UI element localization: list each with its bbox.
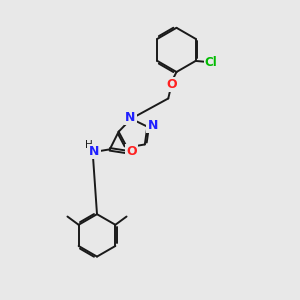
Text: N: N [147, 118, 158, 132]
Text: Cl: Cl [205, 56, 217, 69]
Text: O: O [166, 78, 176, 91]
Text: N: N [125, 111, 136, 124]
Text: H: H [85, 140, 93, 150]
Text: N: N [89, 145, 100, 158]
Text: O: O [126, 145, 137, 158]
